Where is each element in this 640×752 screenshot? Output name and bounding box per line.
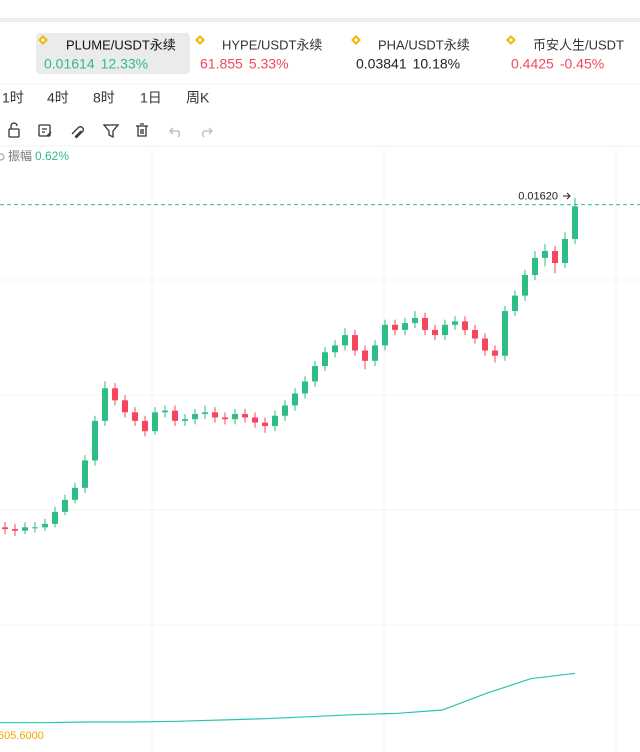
candle-body [22, 527, 28, 531]
candle-body [512, 295, 518, 312]
candle-body [372, 345, 378, 361]
tab-price: 61.855 [200, 56, 243, 72]
candle-body [312, 365, 318, 382]
candle-body [222, 417, 228, 420]
tab-price: 0.03841 [356, 56, 407, 72]
candle-body [62, 499, 68, 512]
candle-body [132, 412, 138, 421]
candle-body [482, 338, 488, 351]
last-price-label: 0.01620 [518, 191, 558, 203]
coin-icon-inner [41, 38, 45, 42]
candle-body [122, 400, 128, 413]
candle-body [572, 206, 578, 239]
candle-body [282, 405, 288, 416]
top-bar [0, 18, 640, 22]
candle-body [422, 317, 428, 330]
candle-body [272, 415, 278, 427]
candle-body [462, 321, 468, 330]
candle-body [542, 250, 548, 258]
candle-body [202, 412, 208, 415]
candle-body [52, 511, 58, 524]
candle-body [152, 412, 158, 432]
tab-change: 5.33% [249, 56, 289, 72]
candle-body [172, 410, 178, 421]
tab-symbol[interactable]: HYPE/USDT永续 [222, 37, 322, 52]
lock-icon[interactable] [8, 122, 20, 138]
coin-icon-inner [354, 38, 358, 42]
candle-body [552, 250, 558, 263]
indicator-line [0, 672, 576, 724]
candle-body [112, 388, 118, 401]
candle-body [192, 414, 198, 420]
tab-change: -0.45% [560, 56, 604, 72]
candle-body [492, 350, 498, 356]
candle-body [162, 410, 168, 413]
candle-body [182, 419, 188, 421]
selected-tab-bg [36, 33, 190, 74]
toolbar [8, 122, 213, 139]
timeframe[interactable]: 8时 [93, 90, 115, 106]
candle-body [362, 350, 368, 361]
candle-body [102, 388, 108, 421]
coin-icon-inner [509, 38, 513, 42]
candle-body [332, 345, 338, 353]
candle-body [2, 527, 8, 530]
candle-body [72, 487, 78, 500]
tab-symbol[interactable]: PLUME/USDT永续 [66, 37, 176, 52]
tab-change: 12.33% [101, 56, 148, 72]
candle-body [302, 381, 308, 394]
candle-body [342, 335, 348, 346]
tab-symbol[interactable]: PHA/USDT永续 [378, 37, 470, 52]
filter-icon[interactable] [102, 124, 120, 139]
candle-body [242, 414, 248, 418]
tab-price: 0.01614 [44, 56, 95, 72]
timeframe[interactable]: 周K [186, 90, 210, 106]
timeframe[interactable]: 1时 [2, 90, 24, 106]
candle-body [382, 324, 388, 346]
candle-body [532, 257, 538, 276]
amplitude-label: 振幅 [8, 148, 32, 163]
timeframe[interactable]: 4时 [47, 90, 69, 106]
indicator-dot [0, 153, 5, 161]
candle-body [292, 393, 298, 406]
edit-icon[interactable] [38, 124, 52, 137]
candle-body [32, 527, 38, 529]
undo-icon[interactable] [169, 127, 180, 138]
tab-change: 10.18% [413, 56, 460, 72]
coin-icon-inner [198, 38, 202, 42]
candle-body [12, 529, 18, 531]
candle-body [522, 275, 528, 296]
candle-body [502, 311, 508, 356]
candle-body [262, 422, 268, 427]
candle-body [352, 335, 358, 351]
candle-body [472, 329, 478, 339]
tab-symbol[interactable]: 币安人生/USDT [533, 37, 624, 52]
candle-body [562, 238, 568, 263]
candle-body [392, 324, 398, 330]
candle-body [232, 414, 238, 420]
candle-body [42, 523, 48, 528]
candle-body [452, 321, 458, 325]
candle-body [322, 352, 328, 366]
candle-body [412, 317, 418, 324]
delete-icon[interactable] [136, 123, 148, 137]
candle-body [442, 324, 448, 336]
candle-body [402, 323, 408, 330]
redo-icon[interactable] [202, 127, 213, 138]
candle-body [142, 420, 148, 432]
timeframe[interactable]: 1日 [140, 90, 162, 106]
indicator-label: 605.6000 [0, 730, 44, 742]
candle-body [432, 329, 438, 336]
price-arrow [563, 192, 571, 200]
amplitude-value: 0.62% [35, 149, 69, 163]
grid [0, 148, 640, 752]
magnet-icon[interactable] [71, 126, 84, 139]
candle-body [212, 412, 218, 418]
tab-price: 0.4425 [511, 56, 554, 72]
candle-body [92, 420, 98, 461]
candle-body [252, 417, 258, 423]
candle-body [82, 460, 88, 488]
